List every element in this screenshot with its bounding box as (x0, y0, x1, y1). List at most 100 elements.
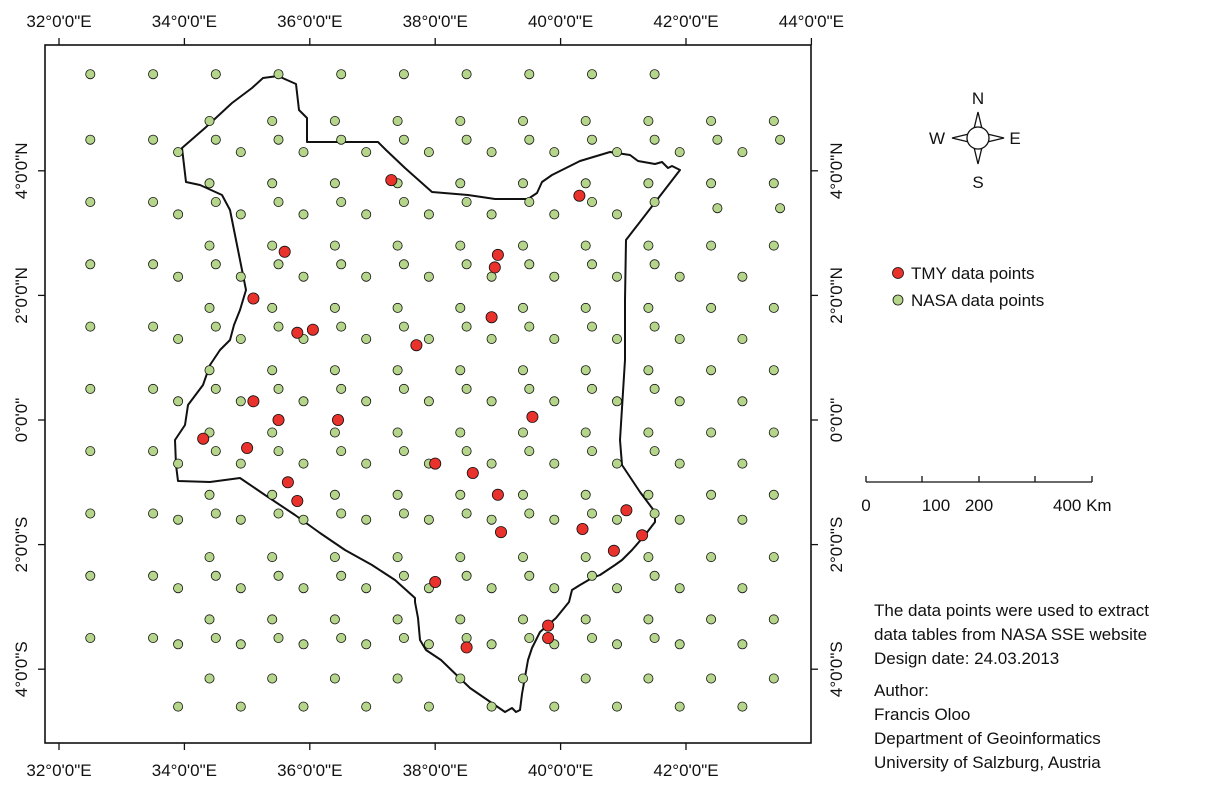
nasa-point (712, 134, 723, 145)
nasa-point (518, 614, 529, 625)
nasa-point (336, 259, 347, 270)
nasa-point (85, 570, 96, 581)
nasa-point (455, 302, 466, 313)
nasa-point (329, 489, 340, 500)
nasa-point (549, 271, 560, 282)
nasa-point (398, 321, 409, 332)
nasa-point (674, 701, 685, 712)
tmy-point (494, 526, 507, 539)
nasa-point (486, 271, 497, 282)
nasa-point (398, 196, 409, 207)
nasa-point (524, 446, 535, 457)
nasa-point (173, 396, 184, 407)
nasa-point (273, 446, 284, 457)
nasa-point (587, 570, 598, 581)
right-latitude-labels: 4°0'0"N 2°0'0"N 0°0'0" 2°0'0"S 4°0'0"S (827, 142, 846, 697)
nasa-point (210, 321, 221, 332)
nasa-point (235, 583, 246, 594)
north-arrow: N S W E (929, 89, 1021, 192)
nasa-point (336, 633, 347, 644)
tmy-point (197, 432, 210, 445)
nasa-point (235, 396, 246, 407)
author-label: Author: (874, 681, 929, 700)
nasa-point (580, 427, 591, 438)
nasa-point (674, 514, 685, 525)
nasa-point (455, 614, 466, 625)
nasa-point (643, 178, 654, 189)
tmy-point (429, 576, 442, 589)
nasa-point (775, 203, 786, 214)
scale-label-100: 100 (922, 496, 950, 515)
nasa-point (235, 701, 246, 712)
nasa-point (273, 196, 284, 207)
nasa-point (173, 458, 184, 469)
nasa-point (461, 134, 472, 145)
notes-line-1: The data points were used to extract (874, 601, 1149, 620)
nasa-point (549, 701, 560, 712)
nasa-point (392, 552, 403, 563)
nasa-point (398, 508, 409, 519)
top-label-6: 44°0'0"E (779, 12, 844, 31)
nasa-point (486, 514, 497, 525)
nasa-point (173, 209, 184, 220)
nasa-point (549, 514, 560, 525)
nasa-point (737, 271, 748, 282)
nasa-point (524, 383, 535, 394)
nasa-point (267, 673, 278, 684)
nasa-point (587, 508, 598, 519)
left-label-2: 0°0'0" (12, 398, 31, 442)
nasa-point (518, 116, 529, 127)
tmy-point (542, 632, 555, 645)
nasa-point (455, 489, 466, 500)
author-department: Department of Geoinformatics (874, 729, 1101, 748)
bottom-label-0: 32°0'0"E (26, 761, 91, 780)
nasa-point (398, 134, 409, 145)
tmy-point (488, 261, 501, 274)
nasa-point (361, 333, 372, 344)
nasa-point (204, 552, 215, 563)
nasa-point (267, 552, 278, 563)
nasa-point (674, 458, 685, 469)
nasa-point (210, 69, 221, 80)
nasa-point (204, 116, 215, 127)
nasa-point (361, 271, 372, 282)
tmy-point (291, 494, 304, 507)
nasa-point (524, 134, 535, 145)
nasa-point (768, 427, 779, 438)
nasa-point (336, 196, 347, 207)
nasa-point (524, 321, 535, 332)
nasa-point (612, 209, 623, 220)
nasa-point (768, 302, 779, 313)
notes-line-2: data tables from NASA SSE website (874, 625, 1148, 644)
nasa-point (649, 69, 660, 80)
nasa-point (273, 69, 284, 80)
compass-s: S (972, 173, 983, 192)
nasa-point (737, 147, 748, 158)
nasa-point (461, 446, 472, 457)
nasa-point (643, 427, 654, 438)
legend-tmy-swatch (892, 267, 904, 279)
nasa-point (329, 302, 340, 313)
nasa-point (674, 333, 685, 344)
nasa-point (210, 383, 221, 394)
right-label-2: 0°0'0" (827, 398, 846, 442)
nasa-point (486, 458, 497, 469)
nasa-point (398, 446, 409, 457)
tmy-point (278, 245, 291, 258)
tmy-point (576, 523, 589, 536)
nasa-point (235, 639, 246, 650)
nasa-point (336, 446, 347, 457)
nasa-point (486, 583, 497, 594)
compass-w: W (929, 129, 945, 148)
top-label-3: 38°0'0"E (403, 12, 468, 31)
tmy-point (485, 311, 498, 324)
nasa-point (329, 116, 340, 127)
nasa-point (148, 69, 159, 80)
nasa-point (210, 446, 221, 457)
nasa-point (423, 639, 434, 650)
nasa-point (173, 583, 184, 594)
nasa-point (392, 302, 403, 313)
nasa-point (706, 116, 717, 127)
nasa-point (461, 570, 472, 581)
